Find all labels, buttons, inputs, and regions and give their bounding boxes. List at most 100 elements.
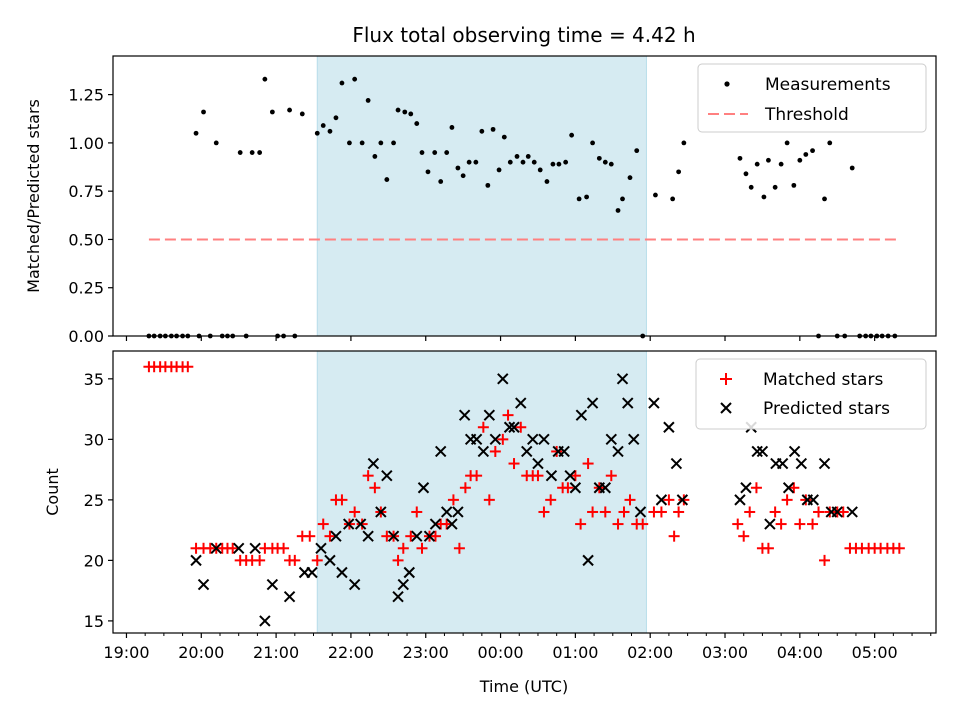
matched-star-point bbox=[477, 421, 489, 433]
matched-star-point bbox=[673, 506, 685, 518]
measurement-point bbox=[490, 126, 496, 132]
measurement-point bbox=[827, 140, 833, 146]
measurement-point bbox=[460, 173, 466, 179]
matched-star-point bbox=[781, 494, 793, 506]
matched-star-point bbox=[732, 518, 744, 530]
bottom-y-tick-label: 35 bbox=[84, 370, 104, 389]
predicted-stars-series bbox=[190, 373, 858, 627]
measurement-point bbox=[485, 182, 491, 188]
predicted-star-point bbox=[452, 506, 464, 518]
predicted-star-point bbox=[249, 542, 261, 554]
predicted-star-stroke-b bbox=[648, 397, 660, 409]
matched-star-point bbox=[416, 542, 428, 554]
legend-predicted-marker bbox=[720, 402, 732, 414]
predicted-star-stroke-b bbox=[575, 409, 588, 421]
bottom-x-tick-label: 19:00 bbox=[103, 643, 149, 662]
predicted-star-point bbox=[423, 530, 436, 542]
matched-star-point bbox=[336, 494, 348, 506]
measurement-point bbox=[438, 179, 444, 184]
measurement-point bbox=[676, 169, 682, 175]
measurement-point bbox=[287, 107, 292, 113]
matched-star-point bbox=[311, 554, 323, 566]
legend-matched-label: Matched stars bbox=[763, 370, 883, 390]
predicted-star-point bbox=[446, 518, 458, 530]
measurement-point bbox=[193, 130, 199, 136]
bottom-y-tick-label: 20 bbox=[84, 551, 104, 570]
measurement-point bbox=[402, 109, 408, 115]
top-y-axis: 0.00 0.25 0.50 0.75 1.00 1.25 bbox=[68, 86, 113, 346]
predicted-star-stroke-b bbox=[249, 542, 261, 554]
predicted-star-point bbox=[508, 421, 520, 433]
matched-star-point bbox=[769, 506, 781, 518]
predicted-star-stroke-b bbox=[663, 421, 675, 433]
predicted-star-point bbox=[477, 445, 490, 458]
predicted-star-stroke-b bbox=[197, 578, 210, 591]
predicted-star-stroke-b bbox=[599, 482, 612, 494]
predicted-star-stroke-b bbox=[403, 566, 415, 579]
predicted-star-point bbox=[381, 469, 393, 482]
predicted-star-point bbox=[342, 518, 355, 530]
measurement-point bbox=[395, 107, 401, 113]
predicted-star-stroke-b bbox=[616, 373, 629, 385]
predicted-star-point bbox=[283, 590, 296, 603]
predicted-star-stroke-b bbox=[387, 530, 400, 542]
predicted-star-stroke-b bbox=[367, 457, 380, 470]
predicted-star-stroke-b bbox=[423, 530, 436, 542]
bottom-x-tick-label: 21:00 bbox=[253, 643, 299, 662]
predicted-star-point bbox=[411, 530, 423, 542]
bottom-x-tick-label: 02:00 bbox=[627, 643, 673, 662]
measurement-point bbox=[473, 159, 479, 165]
predicted-star-point bbox=[670, 457, 683, 470]
predicted-star-stroke-b bbox=[776, 457, 789, 470]
matched-star-point bbox=[369, 482, 381, 494]
bottom-y-axis-label: Count bbox=[43, 468, 62, 516]
predicted-star-stroke-b bbox=[429, 518, 442, 530]
legend-measurements-marker bbox=[724, 81, 730, 87]
measurement-point bbox=[249, 150, 255, 155]
predicted-star-point bbox=[575, 409, 588, 421]
matched-star-point bbox=[618, 506, 630, 518]
predicted-star-stroke-b bbox=[330, 530, 342, 542]
matched-star-point bbox=[762, 542, 774, 554]
measurement-point bbox=[359, 140, 365, 146]
bottom-x-tick-label: 01:00 bbox=[552, 643, 598, 662]
measurement-point bbox=[449, 125, 455, 130]
measurement-point bbox=[391, 140, 396, 146]
predicted-star-stroke-b bbox=[564, 469, 576, 482]
predicted-star-point bbox=[354, 518, 367, 530]
top-y-tick-label: 0.00 bbox=[68, 327, 104, 346]
predicted-star-point bbox=[330, 530, 342, 542]
legend-matched-marker bbox=[720, 373, 732, 385]
predicted-star-stroke-b bbox=[764, 518, 776, 530]
matched-star-point bbox=[678, 494, 690, 506]
measurement-point bbox=[520, 159, 526, 165]
measurement-point bbox=[537, 167, 543, 173]
predicted-star-stroke-b bbox=[634, 506, 647, 518]
predicted-star-stroke-b bbox=[336, 566, 348, 579]
predicted-star-stroke-b bbox=[306, 566, 318, 579]
measurement-point bbox=[766, 157, 771, 163]
top-axes-frame bbox=[112, 55, 937, 337]
predicted-star-point bbox=[582, 554, 594, 567]
bottom-legend-box bbox=[695, 358, 927, 430]
matched-star-point bbox=[182, 361, 194, 373]
predicted-star-stroke-b bbox=[818, 457, 831, 470]
predicted-star-point bbox=[734, 494, 746, 506]
bottom-y-tick-label: 30 bbox=[84, 430, 104, 449]
predicted-star-point bbox=[831, 506, 843, 518]
measurement-point bbox=[339, 80, 345, 86]
measurement-point bbox=[620, 196, 625, 202]
matched-star-point bbox=[397, 542, 409, 554]
bottom-y-tick-label: 25 bbox=[84, 491, 104, 510]
matched-star-point bbox=[893, 542, 905, 554]
matched-star-point bbox=[254, 554, 266, 566]
matched-star-point bbox=[227, 542, 239, 554]
predicted-star-point bbox=[417, 482, 430, 494]
predicted-star-stroke-b bbox=[342, 518, 355, 530]
predicted-star-stroke-b bbox=[315, 542, 327, 554]
matched-star-point bbox=[569, 470, 581, 482]
predicted-star-stroke-b bbox=[605, 433, 617, 446]
matched-star-point bbox=[744, 506, 756, 518]
predicted-star-point bbox=[527, 433, 539, 446]
bottom-x-tick-label: 00:00 bbox=[478, 643, 524, 662]
